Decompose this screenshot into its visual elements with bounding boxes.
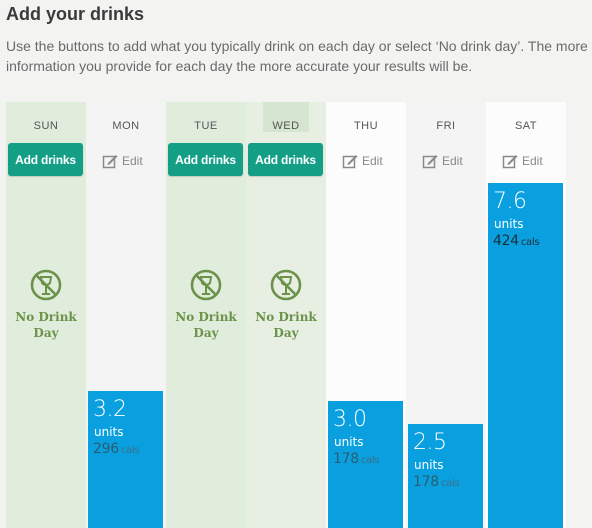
no-drink-day-label: No Drink Day xyxy=(15,310,77,340)
day-label: THU xyxy=(353,120,379,132)
day-column-tue: TUE Add drinks No Drink Day xyxy=(166,102,246,528)
units-bar-mon: 3.2 units 296 cals xyxy=(88,391,163,528)
units-label: units xyxy=(414,458,444,472)
no-drink-icon xyxy=(190,269,222,301)
units-bar-fri: 2.5 units 178 cals xyxy=(408,424,483,528)
units-bar-thu: 3.0 units 178 cals xyxy=(328,401,403,528)
week-grid: SUN Add drinks No Drink Day MON Edit 3.2… xyxy=(6,102,566,528)
day-column-sat: SAT Edit 7.6 units 424 cals xyxy=(486,102,566,528)
edit-label: Edit xyxy=(122,154,143,168)
units-value: 3.2 xyxy=(93,397,127,422)
edit-label: Edit xyxy=(442,154,463,168)
units-value: 3.0 xyxy=(333,407,367,432)
edit-icon xyxy=(502,155,518,169)
edit-button-fri[interactable]: Edit xyxy=(422,152,463,170)
day-column-wed: WED Add drinks No Drink Day xyxy=(246,102,326,528)
no-drink-day-label: No Drink Day xyxy=(175,310,237,340)
add-drinks-button-tue[interactable]: Add drinks xyxy=(168,143,243,176)
calories: 296 cals xyxy=(93,441,140,457)
page-title: Add your drinks xyxy=(6,4,145,24)
edit-button-thu[interactable]: Edit xyxy=(342,152,383,170)
edit-button-mon[interactable]: Edit xyxy=(102,152,143,170)
calories: 178 cals xyxy=(413,474,460,490)
units-bar-sat: 7.6 units 424 cals xyxy=(488,183,563,528)
units-label: units xyxy=(494,217,524,231)
add-drinks-button-sun[interactable]: Add drinks xyxy=(8,143,83,176)
day-column-sun: SUN Add drinks No Drink Day xyxy=(6,102,86,528)
instructions: Use the buttons to add what you typicall… xyxy=(6,38,588,74)
edit-icon xyxy=(342,155,358,169)
units-value: 2.5 xyxy=(413,430,447,455)
add-drinks-button-wed[interactable]: Add drinks xyxy=(248,143,323,176)
units-label: units xyxy=(94,425,124,439)
edit-label: Edit xyxy=(362,154,383,168)
units-label: units xyxy=(334,435,364,449)
day-header-highlight xyxy=(263,102,309,132)
edit-icon xyxy=(422,155,438,169)
day-label: MON xyxy=(112,120,140,132)
day-label: FRI xyxy=(436,120,456,132)
no-drink-day-label: No Drink Day xyxy=(255,310,317,340)
day-column-mon: MON Edit 3.2 units 296 cals xyxy=(86,102,166,528)
day-column-fri: FRI Edit 2.5 units 178 cals xyxy=(406,102,486,528)
edit-icon xyxy=(102,155,118,169)
day-column-thu: THU Edit 3.0 units 178 cals xyxy=(326,102,406,528)
units-value: 7.6 xyxy=(493,189,527,214)
edit-label: Edit xyxy=(522,154,543,168)
calories: 178 cals xyxy=(333,451,380,467)
edit-button-sat[interactable]: Edit xyxy=(502,152,543,170)
day-label: SUN xyxy=(33,120,59,132)
no-drink-icon xyxy=(270,269,302,301)
day-label: WED xyxy=(272,120,300,132)
day-label: TUE xyxy=(194,120,218,132)
no-drink-icon xyxy=(30,269,62,301)
day-label: SAT xyxy=(514,120,538,132)
calories: 424 cals xyxy=(493,233,540,249)
